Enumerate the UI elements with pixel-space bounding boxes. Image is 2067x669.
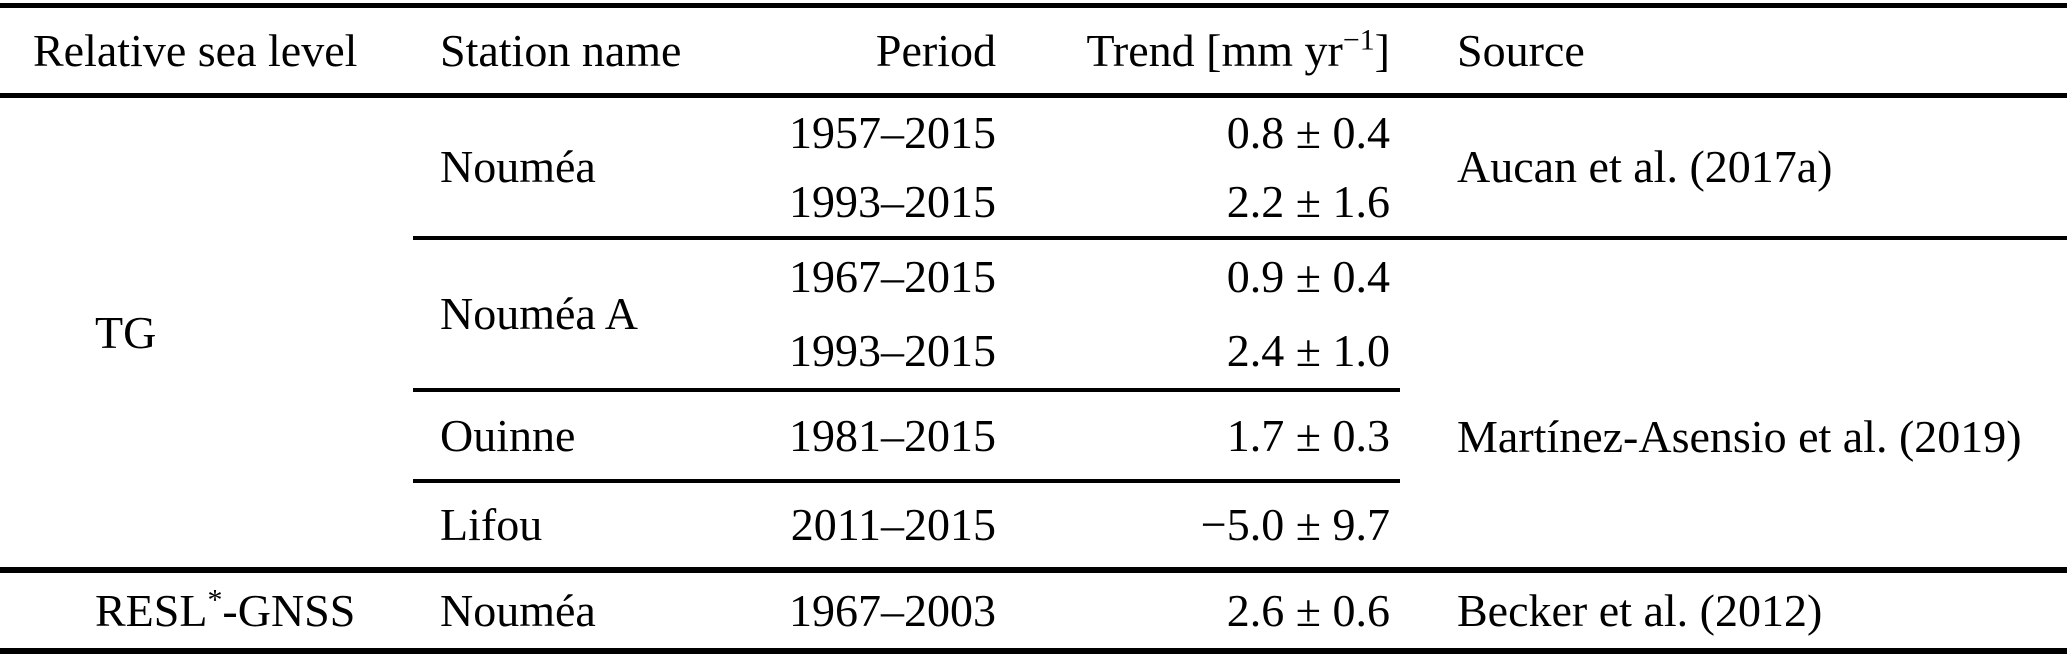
trend-ouinne: 1.7 ± 0.3 (1010, 389, 1400, 483)
trend-unit-exponent: −1 (1342, 23, 1375, 57)
source-becker: Becker et al. (2012) (1400, 566, 2067, 654)
station-noumea: Nouméa (413, 95, 763, 240)
station-lifou: Lifou (440, 499, 543, 550)
sea-level-trend-table: Relative sea level Station name Period T… (0, 3, 2067, 654)
source-martinez-asensio-text: Martínez-Asensio et al. (2019) (1457, 410, 2022, 462)
station-noumea-a: Nouméa A (413, 237, 763, 392)
trend-noumea-1: 0.8 ± 0.4 (1226, 106, 1390, 158)
table-row: Ouinne 1981–2015 1.7 ± 0.3 (0, 389, 2067, 483)
station-noumea-resl: Nouméa (413, 566, 763, 654)
period-noumea-a-1: 1967–2015 (789, 251, 996, 302)
table-row: Lifou 2011–2015 −5.0 ± 9.7 (0, 481, 2067, 570)
trend-unit-text: Trend [mm yr (1086, 25, 1343, 76)
table-row: RESL*-GNSS Nouméa 1967–2003 2.6 ± 0.6 Be… (0, 566, 2067, 654)
trend-noumea-a-2: 2.4 ± 1.0 (1010, 313, 1400, 392)
header-station-name: Station name (413, 3, 763, 98)
table-row: TG Nouméa 1957–2015 0.8 ± 0.4 Aucan et a… (0, 95, 2067, 358)
station-ouinne: Ouinne (413, 389, 763, 483)
header-source: Source (1400, 3, 2067, 98)
resl-label-rest: -GNSS (222, 584, 356, 636)
table-row: 1993–2015 2.4 ± 1.0 (0, 313, 2067, 392)
period-noumea-a-2: 1993–2015 (763, 313, 1010, 392)
period-ouinne: 1981–2015 (763, 389, 1010, 483)
period-resl: 1967–2003 (763, 566, 1010, 654)
header-period: Period (763, 3, 1010, 98)
period-noumea-2: 1993–2015 (763, 166, 1010, 240)
period-noumea-1: 1957–2015 (789, 106, 996, 158)
trend-noumea-a-1: 0.9 ± 0.4 (1226, 251, 1390, 302)
source-martinez-asensio: Martínez-Asensio et al. (2019) (1400, 238, 2067, 570)
group-label-resl-gnss: RESL*-GNSS (0, 566, 413, 654)
resl-label-base: RESL (95, 584, 208, 636)
source-aucan: Aucan et al. (2017a) (1400, 95, 2067, 240)
trend-unit-bracket: ] (1374, 25, 1390, 76)
period-lifou: 2011–2015 (790, 499, 996, 550)
trend-resl: 2.6 ± 0.6 (1010, 566, 1400, 654)
header-relative-sea-level: Relative sea level (0, 3, 413, 98)
header-row: Relative sea level Station name Period T… (0, 3, 2067, 98)
resl-label-asterisk: * (207, 583, 223, 617)
trend-noumea-2: 2.2 ± 1.6 (1010, 166, 1400, 240)
group-label-tg: TG (95, 306, 157, 358)
header-trend-unit: Trend [mm yr−1] (1010, 3, 1400, 98)
trend-lifou: −5.0 ± 9.7 (1200, 499, 1390, 550)
table-row: Nouméa A 1967–2015 0.9 ± 0.4 Martínez-As… (0, 237, 2067, 462)
table-row: 1993–2015 2.2 ± 1.6 (0, 166, 2067, 240)
